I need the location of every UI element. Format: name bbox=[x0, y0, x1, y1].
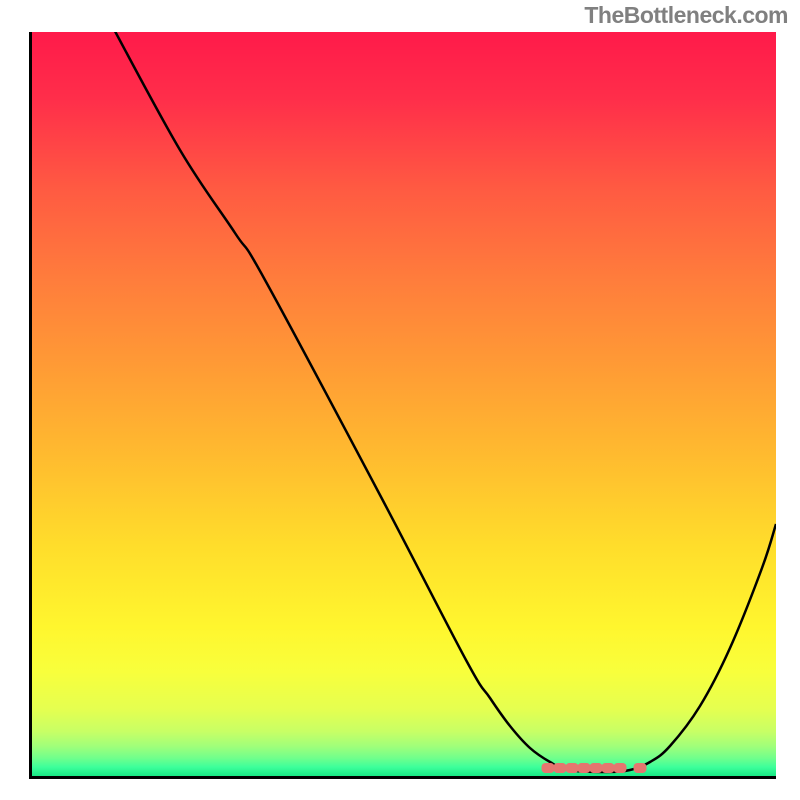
optimal-marker bbox=[566, 763, 579, 773]
chart-container: TheBottleneck.com bbox=[0, 0, 800, 800]
optimal-marker bbox=[554, 763, 567, 773]
optimal-marker bbox=[542, 763, 555, 773]
plot-gradient-background bbox=[32, 32, 776, 776]
bottleneck-curve-chart bbox=[0, 0, 800, 800]
optimal-marker bbox=[614, 763, 627, 773]
optimal-marker bbox=[590, 763, 603, 773]
optimal-marker bbox=[602, 763, 615, 773]
optimal-marker bbox=[634, 763, 647, 773]
optimal-marker bbox=[578, 763, 591, 773]
